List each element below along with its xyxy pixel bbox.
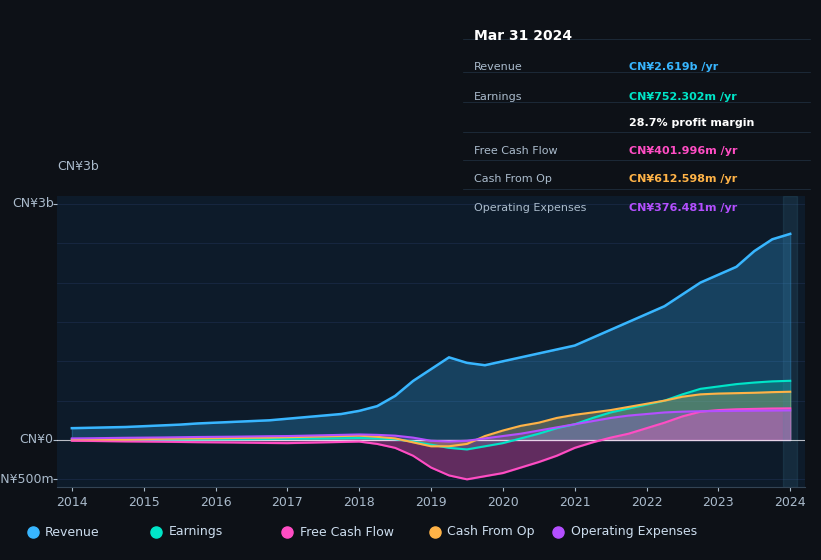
Text: Earnings: Earnings [474,92,522,102]
Text: Mar 31 2024: Mar 31 2024 [474,29,572,43]
Text: CN¥0: CN¥0 [20,433,53,446]
Text: CN¥401.996m /yr: CN¥401.996m /yr [629,146,737,156]
Text: CN¥612.598m /yr: CN¥612.598m /yr [629,175,737,184]
Text: Free Cash Flow: Free Cash Flow [300,525,393,539]
Text: Earnings: Earnings [168,525,222,539]
Text: -CN¥500m: -CN¥500m [0,473,53,486]
Text: 28.7% profit margin: 28.7% profit margin [629,118,754,128]
Text: CN¥3b: CN¥3b [12,197,53,211]
Text: Free Cash Flow: Free Cash Flow [474,146,557,156]
Text: CN¥2.619b /yr: CN¥2.619b /yr [629,62,718,72]
Text: Operating Expenses: Operating Expenses [474,203,586,213]
Text: CN¥752.302m /yr: CN¥752.302m /yr [629,92,736,102]
Text: CN¥3b: CN¥3b [57,160,99,172]
Text: Cash From Op: Cash From Op [474,175,552,184]
Text: Cash From Op: Cash From Op [447,525,535,539]
Text: Revenue: Revenue [474,62,522,72]
Bar [783,196,797,487]
Text: Operating Expenses: Operating Expenses [571,525,697,539]
Text: Revenue: Revenue [45,525,100,539]
Text: CN¥376.481m /yr: CN¥376.481m /yr [629,203,737,213]
